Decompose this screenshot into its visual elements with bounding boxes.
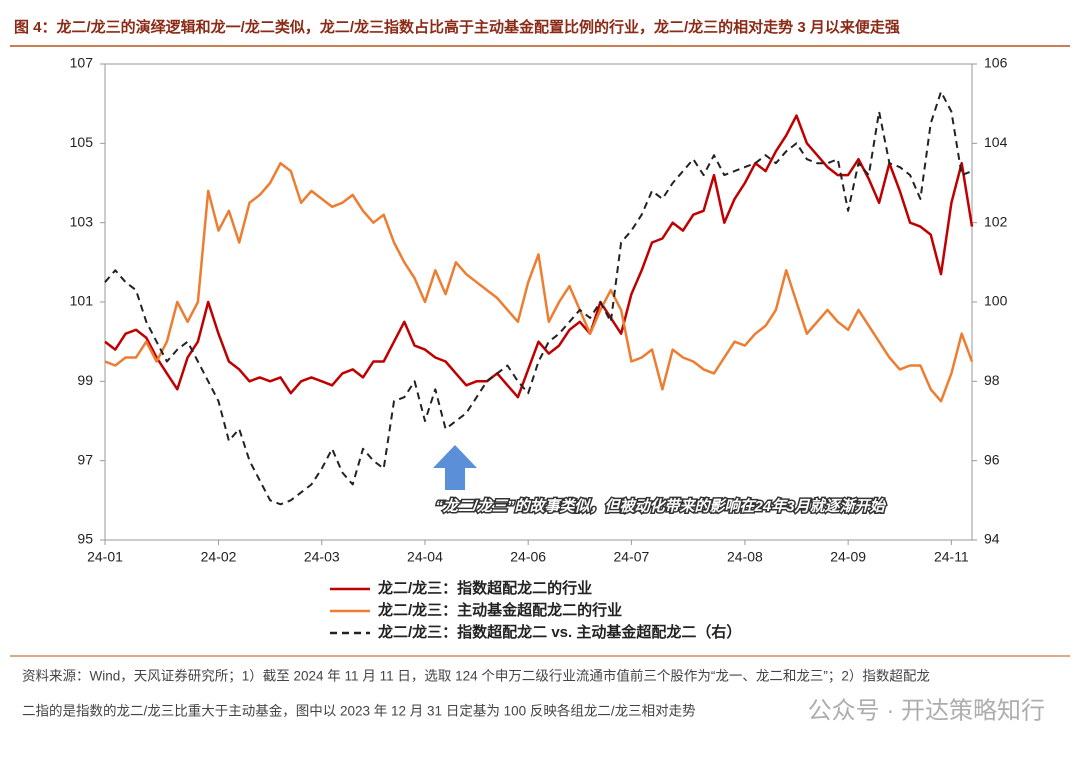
x-tick-label: 24-02 [201, 549, 237, 565]
plot-frame [104, 63, 973, 541]
x-tick-label: 24-01 [87, 549, 123, 565]
y-tick-label: 107 [70, 55, 94, 71]
y-tick-label: 95 [77, 531, 93, 547]
series-line [104, 161, 974, 403]
y2-tick-label: 104 [984, 134, 1008, 150]
y-tick-label: 101 [70, 293, 94, 309]
y-tick-label: 97 [77, 451, 93, 467]
chart-title: 图 4：龙二/龙三的演绎逻辑和龙一/龙二类似，龙二/龙三指数占比高于主动基金配置… [14, 18, 900, 36]
legend-label: 龙二/龙三：指数超配龙二 vs. 主动基金超配龙二（右） [377, 623, 741, 641]
legend-label: 龙二/龙三：主动基金超配龙二的行业 [377, 601, 622, 619]
annotation: “龙二/龙三”的故事类似，但被动化带来的影响在24年3月就逐渐开始 [435, 497, 886, 515]
watermark: 公众号 · 开达策略知行 [808, 697, 1045, 724]
x-tick-label: 24-11 [934, 549, 969, 565]
legend-label: 龙二/龙三：指数超配龙二的行业 [377, 579, 592, 597]
x-tick-label: 24-03 [304, 549, 340, 565]
x-tick-label: 24-06 [510, 549, 546, 565]
y2-tick-label: 100 [984, 293, 1008, 309]
source-text: 二指的是指数的龙二/龙三比重大于主动基金，图中以 2023 年 12 月 31 … [22, 703, 696, 719]
y-tick-label: 105 [70, 134, 94, 150]
y2-tick-label: 106 [984, 55, 1008, 71]
y2-tick-label: 94 [984, 531, 1000, 547]
series-line [104, 90, 973, 506]
y2-tick-label: 102 [984, 213, 1008, 229]
arrow [433, 445, 477, 490]
x-tick-label: 24-08 [727, 549, 763, 565]
y2-tick-label: 96 [984, 451, 1000, 467]
y-tick-label: 103 [70, 213, 94, 229]
y-tick-label: 99 [77, 372, 93, 388]
y2-tick-label: 98 [984, 372, 1000, 388]
x-tick-label: 24-04 [407, 549, 443, 565]
series-line [104, 114, 974, 399]
x-tick-label: 24-07 [613, 549, 649, 565]
source-text: 资料来源：Wind，天风证券研究所；1）截至 2024 年 11 月 11 日，… [22, 668, 930, 685]
x-tick-label: 24-09 [830, 549, 866, 565]
